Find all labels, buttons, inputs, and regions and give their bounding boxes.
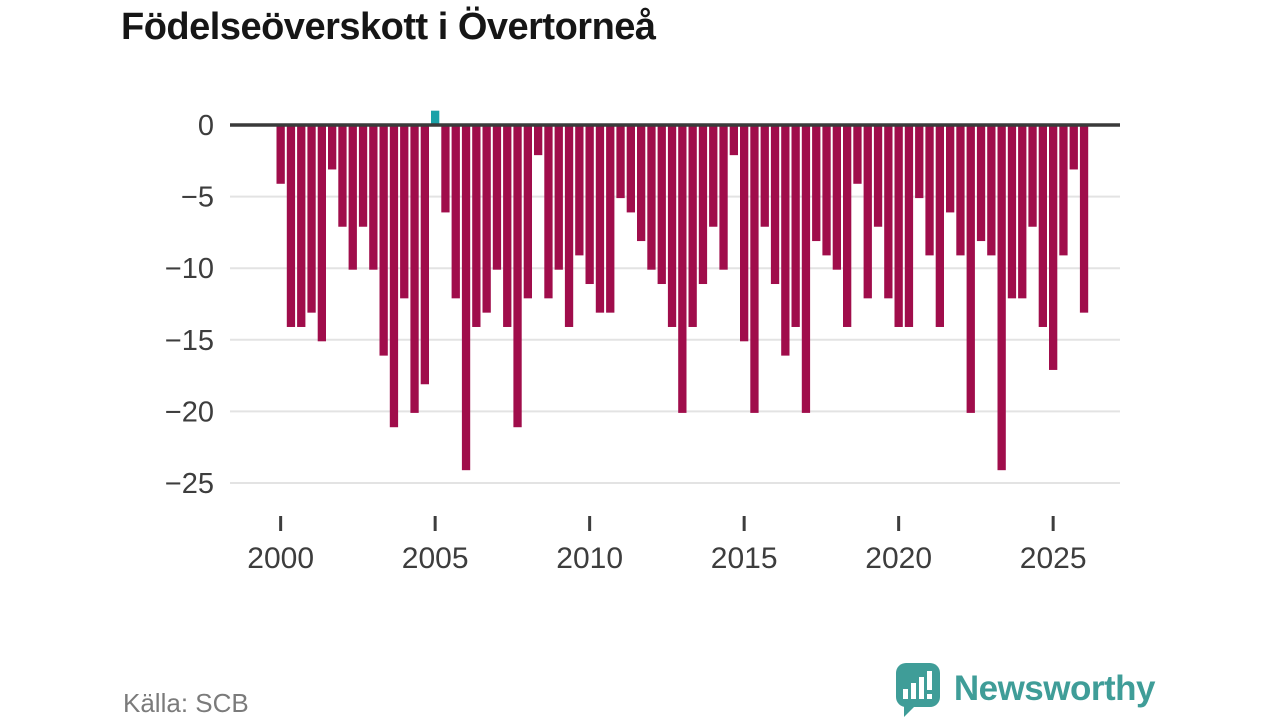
bar (1038, 126, 1047, 327)
bar (667, 126, 677, 327)
bar (812, 126, 821, 242)
bar (719, 126, 728, 270)
y-axis-label: −15 (165, 325, 214, 357)
bar (307, 126, 316, 313)
bar (987, 126, 996, 256)
x-axis-label: 2010 (556, 542, 623, 575)
bar (1018, 126, 1027, 299)
newsworthy-logo: Newsworthy (894, 662, 1156, 717)
bar (585, 126, 594, 285)
bar (317, 126, 326, 342)
bar (822, 126, 831, 256)
source-note: Källa: SCB (123, 688, 249, 718)
bar (420, 126, 429, 385)
bar (534, 126, 543, 156)
bar (503, 126, 512, 327)
bar (616, 126, 625, 199)
bar (297, 126, 306, 327)
bar (338, 126, 347, 227)
bar (276, 126, 285, 184)
bar (863, 126, 872, 299)
bar (729, 126, 738, 156)
y-axis-label: −20 (165, 396, 214, 428)
page-title: Födelseöverskott i Övertorneå (121, 6, 656, 48)
bar (873, 126, 883, 227)
bar (1028, 126, 1037, 227)
bar (328, 126, 337, 170)
bar (1079, 126, 1089, 313)
bar (740, 126, 749, 342)
bar (935, 126, 944, 327)
bar (750, 126, 759, 413)
bar (472, 126, 481, 327)
bar (564, 126, 574, 327)
bar (595, 126, 605, 313)
bar (544, 126, 553, 299)
bar (791, 126, 800, 327)
newsworthy-bubble-icon (895, 662, 940, 717)
bar (678, 126, 687, 413)
x-axis-label: 2015 (711, 542, 778, 575)
bar (482, 126, 491, 313)
bar (853, 126, 862, 184)
x-axis-label: 2025 (1020, 542, 1087, 575)
bar (709, 126, 718, 227)
bar (513, 126, 522, 428)
bar (956, 126, 965, 256)
bar (554, 126, 563, 270)
bar (492, 126, 502, 270)
bar (904, 126, 914, 327)
bar (915, 126, 924, 199)
bar (781, 126, 790, 356)
bar (832, 126, 841, 270)
x-axis-label: 2005 (402, 542, 469, 575)
bar (626, 126, 635, 213)
bar (523, 126, 532, 299)
bar (698, 126, 708, 285)
bar (1007, 126, 1017, 299)
bar (348, 126, 357, 270)
bar (637, 126, 646, 242)
bar (606, 126, 615, 313)
bar (946, 126, 955, 213)
bar (461, 126, 471, 471)
bar (389, 126, 399, 428)
bar (884, 126, 893, 299)
y-axis-label: −25 (165, 468, 214, 500)
bar (1069, 126, 1078, 170)
newsworthy-wordmark: Newsworthy (953, 669, 1156, 708)
bar (966, 126, 975, 413)
bar (997, 126, 1006, 471)
bar (369, 126, 378, 270)
bar (441, 126, 450, 213)
bar (400, 126, 409, 299)
bar (801, 126, 811, 413)
y-axis-label: 0 (198, 110, 214, 142)
bar (410, 126, 419, 413)
bar (688, 126, 697, 327)
x-axis-label: 2020 (865, 542, 932, 575)
bar (976, 126, 986, 242)
bar (1059, 126, 1068, 256)
bar (770, 126, 780, 285)
y-axis-label: −5 (181, 182, 214, 214)
y-axis-label: −10 (165, 253, 214, 285)
bar (925, 126, 934, 256)
bar (451, 126, 460, 299)
birth-surplus-bar-chart: 0 −5 −10 −15 −20 −25 2000 2005 2010 2015 2020 2025 (165, 110, 1120, 575)
bar (286, 126, 296, 327)
bar (647, 126, 656, 270)
bar (1049, 126, 1058, 370)
bar (575, 126, 584, 256)
bar (760, 126, 769, 227)
bar (894, 126, 903, 327)
bar (431, 110, 440, 125)
bar (358, 126, 368, 227)
bar (379, 126, 388, 356)
bar (843, 126, 852, 327)
bar (657, 126, 666, 285)
x-axis-label: 2000 (247, 542, 314, 575)
